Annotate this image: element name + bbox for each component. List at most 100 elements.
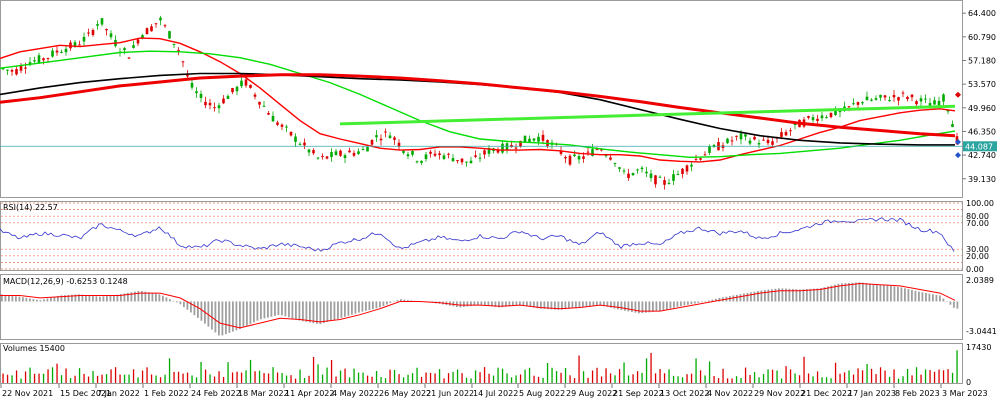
volume-bar (947, 369, 949, 383)
volume-bar (879, 367, 882, 383)
x-tick-label: 22 Nov 2021 (2, 389, 53, 398)
candle-body (384, 131, 387, 133)
x-tick-label: 24 Feb 2022 (191, 389, 241, 398)
macd-histogram-bar (260, 301, 262, 320)
candle-body (699, 158, 702, 160)
candle-body (780, 132, 783, 137)
candle-body (559, 150, 563, 154)
candle-body (564, 157, 567, 159)
volume-bar (663, 373, 666, 383)
volume-bar (254, 371, 256, 383)
volume-bar (483, 367, 486, 383)
volume-bar (281, 373, 283, 383)
candle-body (298, 143, 302, 145)
macd-histogram-bar (491, 301, 493, 307)
candle-body (595, 149, 599, 151)
volume-bar (843, 372, 846, 383)
volume-bar (722, 368, 724, 383)
candle-body (730, 140, 734, 142)
candle-body (429, 151, 432, 154)
macd-histogram-bar (802, 289, 805, 302)
candle-body (483, 150, 486, 155)
macd-histogram-bar (344, 301, 346, 317)
macd-histogram-bar (50, 297, 52, 302)
candle-body (370, 139, 374, 145)
candle-body (64, 48, 68, 53)
macd-histogram-bar (53, 296, 56, 302)
macd-histogram-bar (508, 301, 511, 307)
candle-body (267, 112, 270, 115)
volume-bar (785, 366, 787, 383)
macd-histogram-bar (403, 299, 406, 302)
candle-body (865, 96, 869, 101)
volume-bar (884, 370, 886, 383)
macd-histogram-bar (645, 301, 647, 313)
price-tick-label: 64.400 (968, 9, 996, 18)
volume-bar (56, 363, 58, 383)
candle-body (613, 163, 617, 165)
candle-body (51, 50, 54, 57)
macd-histogram-bar (8, 295, 10, 302)
candle-body (141, 35, 144, 38)
macd-histogram-bar (480, 301, 483, 306)
macd-histogram-bar (785, 288, 787, 302)
volume-bar (708, 361, 711, 383)
macd-histogram-bar (1, 294, 3, 302)
volume-bar (47, 369, 49, 383)
candle-body (474, 155, 477, 157)
volume-bar (119, 374, 121, 383)
macd-histogram-bar (386, 301, 388, 305)
candle-body (285, 126, 288, 128)
macd-histogram-bar (235, 301, 238, 331)
macd-histogram-bar (858, 282, 861, 302)
rsi-tick-label: 70.00 (966, 219, 989, 228)
macd-histogram-bar (106, 295, 108, 302)
macd-histogram-bar (221, 301, 224, 336)
volume-bar (155, 375, 157, 383)
macd-histogram-bar (575, 301, 577, 308)
x-tick-label: 4 Nov 2022 (707, 389, 753, 398)
volume-bar (452, 371, 454, 383)
macd-histogram-bar (652, 301, 654, 312)
volume-bar (704, 375, 706, 383)
macd-histogram-bar (151, 292, 154, 302)
volume-bar (492, 375, 495, 383)
candle-body (748, 140, 752, 144)
macd-histogram-bar (641, 301, 644, 314)
macd-histogram-bar (683, 301, 686, 306)
macd-histogram-bar (739, 294, 742, 302)
macd-signal-line (0, 282, 956, 329)
volume-bar (582, 371, 585, 383)
x-tick-label: 11 Apr 2022 (285, 389, 334, 398)
macd-histogram-bar (365, 301, 367, 311)
macd-histogram-bar (904, 288, 906, 302)
volume-bar (42, 373, 45, 383)
volume-bar (321, 374, 324, 383)
candle-body (919, 98, 923, 102)
volume-bar (533, 375, 535, 383)
rsi-tick-label: 20.00 (966, 252, 989, 261)
macd-histogram-bar (946, 301, 948, 302)
macd-histogram-bar (886, 285, 889, 302)
macd-histogram-bar (627, 301, 630, 312)
candle-body (190, 82, 194, 88)
volume-bar (249, 359, 252, 383)
volume-bar (33, 373, 36, 383)
volume-bar (542, 377, 544, 383)
macd-histogram-bar (613, 301, 616, 309)
macd-histogram-bar (617, 301, 619, 310)
volume-bar (497, 367, 499, 383)
candle-body (348, 150, 351, 153)
candle-body (762, 139, 765, 141)
macd-histogram-bar (396, 300, 399, 302)
candle-body (874, 98, 878, 100)
moving-average-4 (0, 73, 956, 138)
candle-body (438, 153, 441, 156)
volume-bar (186, 372, 189, 383)
macd-histogram-bar (39, 300, 42, 302)
volume-bar (816, 371, 819, 383)
volume-bar (182, 373, 184, 383)
volume-bar (168, 358, 171, 383)
candle-body (910, 94, 914, 98)
macd-histogram-bar (74, 294, 77, 302)
